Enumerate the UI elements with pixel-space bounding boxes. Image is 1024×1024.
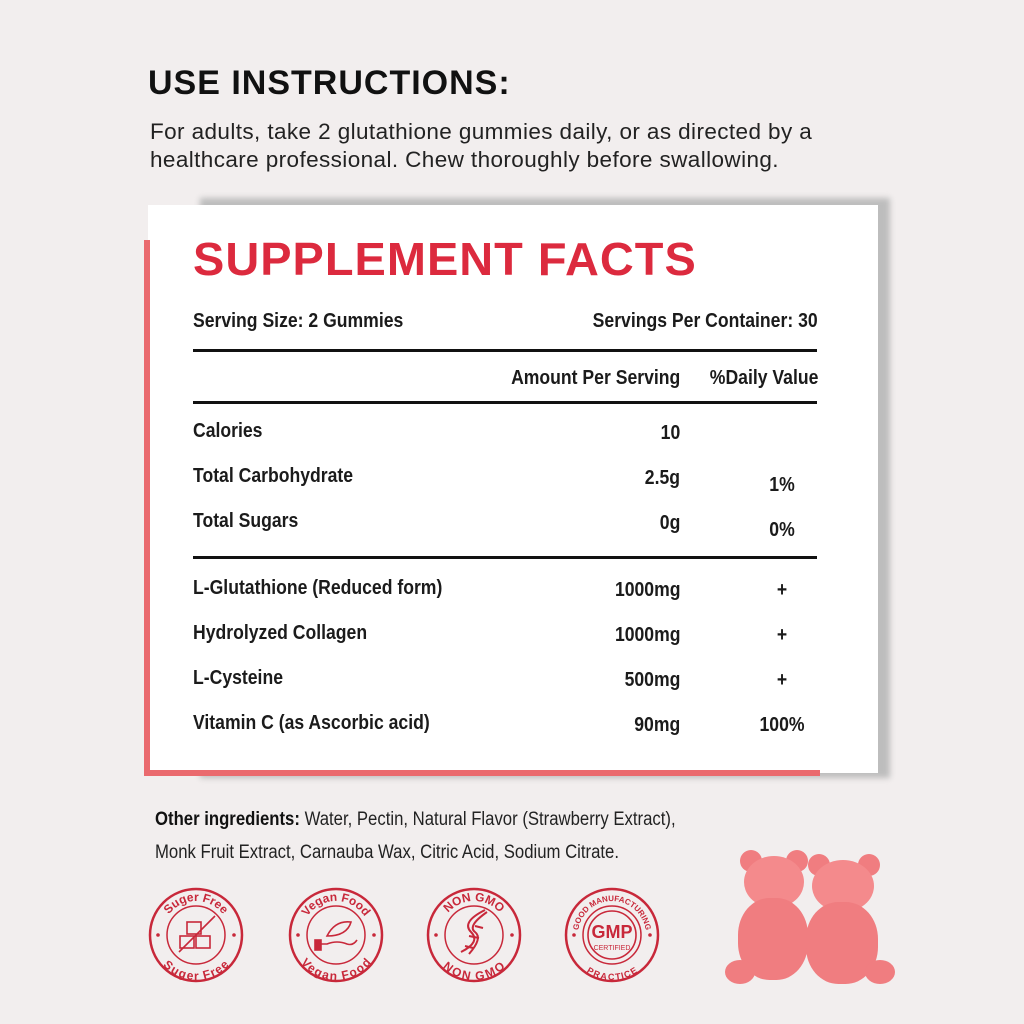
- other-ingredients: Other ingredients: Water, Pectin, Natura…: [155, 803, 771, 869]
- supplement-facts-card: [148, 205, 878, 773]
- supplement-facts-title: SUPPLEMENT FACTS: [193, 233, 697, 285]
- servings-per-container: Servings Per Container: 30: [593, 310, 818, 332]
- nutrient-amount: 0g: [659, 512, 680, 534]
- nutrient-dv: +: [776, 579, 788, 601]
- nutrient-name: Total Carbohydrate: [193, 465, 354, 487]
- nutrient-dv: +: [776, 669, 788, 691]
- dna-icon: [460, 909, 488, 955]
- nutrient-dv: 1%: [769, 474, 795, 496]
- nutrient-dv: 0%: [769, 519, 795, 541]
- other-ingredients-label: Other ingredients:: [155, 809, 300, 830]
- nutrient-name: Hydrolyzed Collagen: [193, 622, 368, 644]
- badge-top-text: NON GMO: [441, 890, 508, 915]
- svg-text:PRACTICE: PRACTICE: [585, 965, 639, 982]
- badge-bottom-text: NON GMO: [441, 959, 508, 983]
- serving-size: Serving Size: 2 Gummies: [193, 310, 404, 332]
- badge-bottom-text: Suger Free: [161, 957, 232, 983]
- accent-border: [144, 240, 150, 776]
- divider: [193, 349, 817, 352]
- svg-text:Vegan Food: Vegan Food: [298, 955, 373, 983]
- divider: [193, 401, 817, 404]
- use-instructions-text: For adults, take 2 glutathione gummies d…: [150, 118, 812, 174]
- badge-top-text: Vegan Food: [299, 890, 374, 919]
- nutrient-amount: 1000mg: [614, 624, 680, 646]
- col-dv-header: %Daily Value: [709, 367, 818, 389]
- nutrient-dv: 100%: [759, 714, 805, 736]
- nutrient-amount: 1000mg: [614, 579, 680, 601]
- nutrient-amount: 10: [660, 422, 680, 444]
- nutrient-amount: 500mg: [624, 669, 680, 691]
- accent-border: [144, 770, 820, 776]
- badge-top-text: Suger Free: [161, 890, 232, 917]
- svg-text:Vegan Food: Vegan Food: [299, 890, 374, 919]
- gmp-certified-text: CERTIFIED: [594, 945, 631, 952]
- badge-sugar-cubes-crossed: Suger Free Suger Free: [148, 887, 244, 983]
- sugar-cubes-crossed-icon: [178, 915, 216, 953]
- nutrient-name: Vitamin C (as Ascorbic acid): [193, 712, 430, 734]
- nutrient-name: L-Glutathione (Reduced form): [193, 577, 443, 599]
- svg-text:NON GMO: NON GMO: [441, 959, 508, 983]
- instructions-line: For adults, take 2 glutathione gummies d…: [150, 119, 813, 144]
- svg-text:Suger Free: Suger Free: [161, 890, 232, 917]
- badge-hand-leaf: Vegan Food Vegan Food: [288, 887, 384, 983]
- other-ingredients-text: Water, Pectin, Natural Flavor (Strawberr…: [299, 809, 676, 830]
- badge-bottom-text: PRACTICE: [585, 965, 639, 982]
- col-amount-header: Amount Per Serving: [510, 367, 680, 389]
- use-instructions-title: USE INSTRUCTIONS:: [148, 64, 511, 102]
- nutrient-name: L-Cysteine: [193, 667, 283, 689]
- other-ingredients-text: Monk Fruit Extract, Carnauba Wax, Citric…: [155, 842, 619, 863]
- svg-text:NON GMO: NON GMO: [441, 890, 508, 915]
- instructions-line: healthcare professional. Chew thoroughly…: [150, 147, 779, 172]
- nutrient-name: Total Sugars: [193, 510, 299, 532]
- nutrient-name: Calories: [193, 420, 263, 442]
- gmp-text: GMP: [591, 922, 632, 942]
- badge-bottom-text: Vegan Food: [298, 955, 373, 983]
- svg-text:Suger Free: Suger Free: [161, 957, 232, 983]
- nutrient-amount: 90mg: [634, 714, 680, 736]
- gummy-bears-image: [720, 850, 900, 990]
- divider: [193, 556, 817, 559]
- hand-leaf-icon: [314, 920, 358, 951]
- badge-dna: NON GMO NON GMO: [426, 887, 522, 983]
- nutrient-dv: +: [776, 624, 788, 646]
- gmp-seal-icon: GMP CERTIFIED: [587, 910, 637, 960]
- nutrient-amount: 2.5g: [644, 467, 680, 489]
